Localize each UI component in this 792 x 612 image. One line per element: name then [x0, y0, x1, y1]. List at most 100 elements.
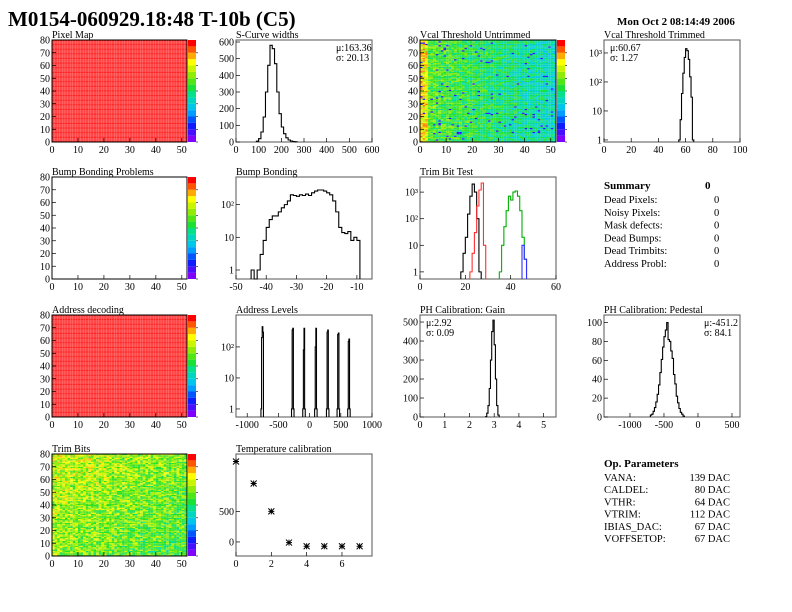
heatmap-cell [160, 130, 164, 132]
heatmap-cell [85, 48, 89, 51]
heatmap-cell [425, 78, 428, 80]
heatmap-cell [158, 132, 162, 135]
heatmap-cell [433, 110, 436, 112]
heatmap-cell [427, 70, 431, 72]
heatmap-cell [103, 73, 107, 75]
heatmap-cell [132, 111, 136, 113]
heatmap-cell [140, 42, 143, 44]
heatmap-cell [427, 69, 431, 71]
heatmap-cell [124, 55, 128, 57]
heatmap-cell [64, 134, 68, 136]
heatmap-cell [142, 83, 146, 85]
heatmap-cell [57, 129, 60, 131]
heatmap-cell [132, 135, 136, 138]
heatmap-cell [171, 99, 175, 102]
heatmap-cell [114, 90, 118, 93]
heatmap-cell [67, 65, 71, 67]
heatmap-cell [80, 50, 84, 52]
heatmap-cell [137, 129, 141, 131]
heatmap-cell [422, 101, 426, 103]
heatmap-cell [422, 45, 426, 47]
heatmap-cell [176, 131, 180, 134]
heatmap-cell [435, 75, 439, 77]
heatmap-cell [150, 85, 154, 88]
heatmap-cell [440, 105, 444, 107]
heatmap-cell [160, 139, 164, 141]
heatmap-cell [85, 53, 89, 56]
heatmap-cell [145, 81, 149, 84]
heatmap-cell [98, 108, 102, 111]
heatmap-cell [150, 112, 154, 115]
heatmap-cell [90, 41, 94, 43]
heatmap-cell [83, 64, 86, 66]
heatmap-cell [179, 116, 182, 118]
heatmap-cell [134, 108, 138, 111]
heatmap-cell [98, 90, 102, 93]
heatmap-cell [129, 55, 133, 57]
heatmap-cell [108, 120, 112, 122]
heatmap-cell [171, 116, 175, 118]
heatmap-cell [129, 111, 133, 113]
heatmap-cell [155, 71, 159, 74]
heatmap-cell [440, 83, 444, 85]
y-tick-label: 10 [40, 125, 50, 136]
heatmap-cell [114, 124, 118, 126]
heatmap-cell [111, 117, 115, 120]
heatmap-cell [80, 116, 84, 118]
heatmap-cell [158, 113, 162, 116]
heatmap-cell [433, 106, 436, 108]
heatmap-cell [433, 51, 436, 53]
heatmap-cell [420, 107, 423, 109]
heatmap-cell [54, 66, 58, 69]
heatmap-cell [121, 42, 125, 44]
heatmap-cell [430, 88, 434, 90]
heatmap-cell [427, 117, 431, 120]
heatmap-cell [70, 95, 73, 98]
heatmap-cell [176, 113, 180, 116]
heatmap-cell [80, 134, 84, 136]
heatmap-cell [121, 125, 125, 127]
heatmap-cell [132, 79, 136, 81]
heatmap-cell [111, 127, 115, 130]
heatmap-cell [176, 65, 180, 67]
heatmap-cell [57, 76, 60, 79]
heatmap-cell [158, 102, 162, 104]
heatmap-cell [171, 98, 175, 101]
heatmap-cell [433, 93, 436, 95]
heatmap-cell [80, 47, 84, 50]
heatmap-cell [142, 118, 146, 121]
heatmap-cell [171, 112, 175, 115]
heatmap-cell [103, 50, 107, 52]
heatmap-cell [59, 89, 63, 92]
heatmap-cell [83, 97, 86, 99]
heatmap-cell [173, 125, 177, 127]
heatmap-cell [134, 111, 138, 113]
heatmap-cell [433, 48, 436, 51]
heatmap-cell [134, 115, 138, 117]
heatmap-cell [440, 68, 444, 70]
heatmap-cell [114, 95, 118, 98]
heatmap-cell [90, 103, 94, 106]
heatmap-cell [435, 130, 439, 132]
heatmap-cell [83, 42, 86, 44]
heatmap-cell [142, 122, 146, 125]
heatmap-cell [430, 78, 434, 80]
heatmap-cell [101, 56, 105, 58]
heatmap-cell [153, 59, 156, 61]
heatmap-cell [106, 110, 110, 112]
heatmap-cell [433, 126, 436, 128]
heatmap-cell [145, 132, 149, 135]
heatmap-cell [173, 75, 177, 78]
heatmap-cell [163, 104, 167, 107]
heatmap-cell [181, 60, 185, 62]
heatmap-cell [433, 99, 436, 102]
heatmap-cell [93, 71, 97, 74]
heatmap-cell [427, 85, 431, 88]
heatmap-cell [101, 121, 105, 123]
heatmap-cell [163, 95, 167, 98]
heatmap-cell [106, 131, 110, 134]
heatmap-cell [427, 101, 431, 103]
heatmap-cell [435, 78, 439, 80]
heatmap-cell [67, 116, 71, 118]
heatmap-cell [181, 52, 185, 55]
